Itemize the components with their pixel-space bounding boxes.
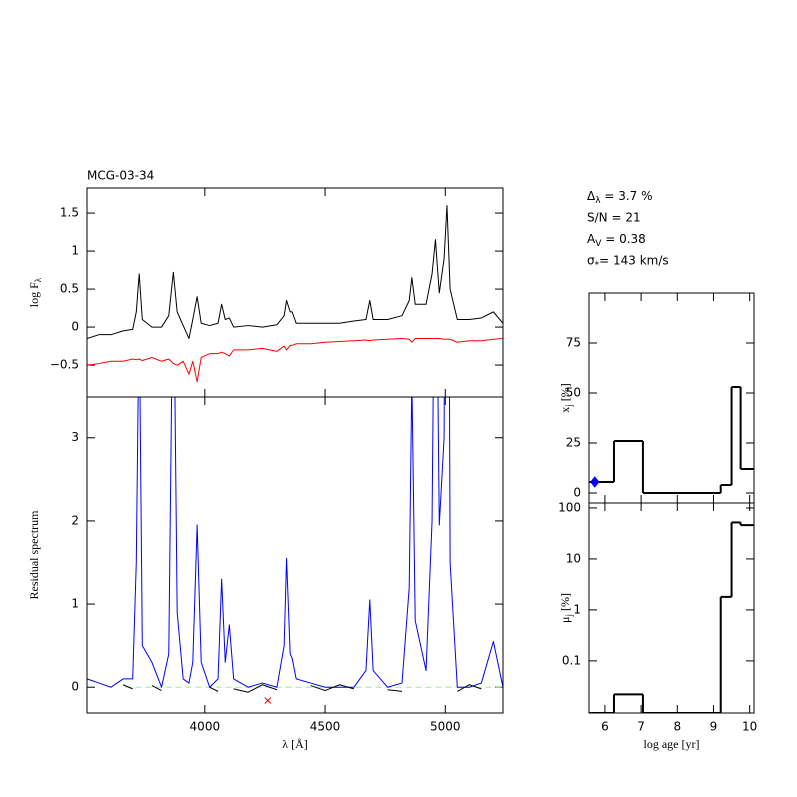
annotation-text: σ	[587, 253, 595, 267]
x-tick-label: 7	[637, 720, 645, 734]
annotation-text: Δ	[587, 189, 596, 203]
annotation-sub: V	[595, 239, 602, 249]
x-tick-label: 4000	[190, 720, 221, 734]
y-tick-label: 50	[566, 386, 581, 400]
y-axis-label-rest: [%]	[558, 593, 572, 614]
y-tick-label: 0	[573, 486, 581, 500]
annotation: AV = 0.38	[587, 232, 646, 249]
annotation-sub: λ	[595, 196, 601, 206]
plot-area	[87, 397, 503, 693]
y-axis-label: μj [%]	[558, 593, 574, 623]
y-axis-label: xj [%]	[558, 383, 574, 413]
y-tick-label: 2	[71, 513, 79, 527]
y-tick-label: 25	[566, 436, 581, 450]
y-axis-label-sub: λ	[33, 277, 43, 282]
y-axis-label-text: μ	[558, 617, 572, 623]
x-tick-label: 5000	[430, 720, 461, 734]
x-tick-label: 9	[710, 720, 718, 734]
y-axis-label: Residual spectrum	[27, 510, 41, 600]
annotation: S/N = 21	[587, 210, 641, 224]
y-tick-label: 1.5	[60, 206, 79, 220]
axes-frame	[86, 396, 504, 714]
y-tick-label: 100	[558, 500, 581, 514]
annotation-text: S/N = 21	[587, 210, 641, 224]
y-tick-label: −0.5	[50, 358, 79, 372]
y-tick-label: 1	[573, 602, 581, 616]
y-axis-label-text: log F	[27, 282, 41, 307]
annotation-rest: = 0.38	[601, 232, 645, 246]
x-tick-label: 8	[673, 720, 681, 734]
y-tick-label: 1	[71, 244, 79, 258]
annotation-rest: = 143 km/s	[599, 253, 669, 267]
marker	[590, 476, 600, 488]
spectrum-line	[122, 684, 482, 693]
axes-frame	[588, 502, 755, 714]
y-tick-label: 3	[71, 430, 79, 444]
y-tick-label: 0.5	[60, 282, 79, 296]
y-axis-label-sub: j	[564, 404, 574, 408]
y-tick-label: 75	[566, 336, 581, 350]
chart-title: MCG-03-34	[87, 169, 154, 183]
y-tick-label: 0.1	[562, 653, 581, 667]
spectrum-line	[87, 397, 503, 688]
annotation: σ*= 143 km/s	[587, 253, 669, 270]
axes-frame	[86, 187, 504, 398]
annotation-rest: = 3.7 %	[601, 189, 653, 203]
marker	[264, 697, 272, 704]
spectrum-line	[87, 204, 503, 339]
annotation-text: A	[587, 232, 596, 246]
plot-area	[589, 521, 754, 713]
y-tick-label: 1	[71, 597, 79, 611]
x-axis-label: log age [yr]	[644, 737, 700, 751]
spectrum-line	[87, 337, 503, 383]
y-tick-label: 0	[71, 320, 79, 334]
annotation: Δλ = 3.7 %	[587, 189, 653, 206]
x-tick-label: 10	[742, 720, 757, 734]
y-axis-label-text: x	[558, 407, 572, 413]
plot-area	[589, 386, 754, 494]
y-axis-label-text: Residual spectrum	[27, 510, 41, 600]
x-axis-label-text: log age [yr]	[644, 737, 700, 751]
x-tick-label: 6	[601, 720, 609, 734]
x-axis-label-text: λ [Å]	[282, 737, 307, 751]
y-tick-label: 0	[71, 680, 79, 694]
y-axis-label-rest: [%]	[558, 383, 572, 404]
x-tick-label: 4500	[310, 720, 341, 734]
y-axis-label-sub: j	[564, 614, 574, 618]
x-axis-label: λ [Å]	[282, 737, 307, 751]
plot-area	[87, 204, 503, 383]
y-tick-label: 10	[566, 551, 581, 565]
annotation-sub: *	[595, 260, 600, 270]
y-axis-label: log Fλ	[27, 277, 43, 307]
